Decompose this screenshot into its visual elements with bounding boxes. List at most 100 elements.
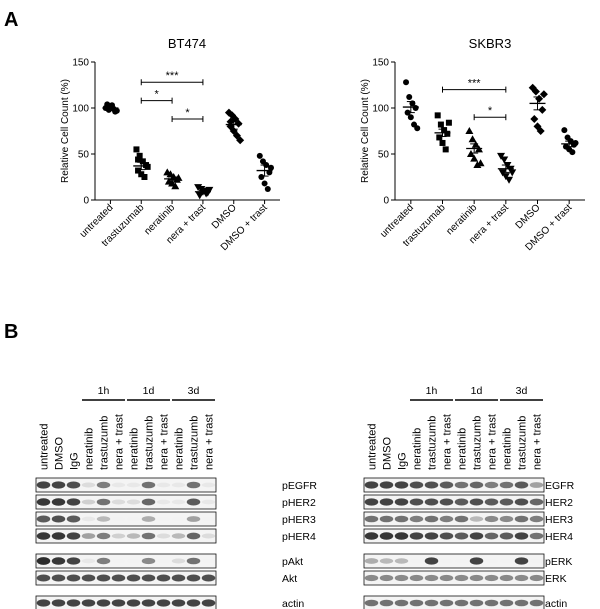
- panel-b-letter: B: [4, 321, 18, 343]
- blot-band: [66, 599, 81, 607]
- data-point: [497, 152, 506, 160]
- blot-band: [499, 558, 514, 564]
- blot-band: [364, 532, 379, 540]
- y-tick-label: 50: [78, 150, 90, 161]
- lane-label: neratinib: [174, 428, 186, 470]
- blot-strip: [363, 511, 545, 527]
- blot-band: [111, 499, 126, 505]
- lane-label: neratinib: [502, 428, 514, 470]
- blot-strip: [35, 477, 217, 493]
- blot-band: [66, 481, 81, 489]
- blot-band: [201, 516, 216, 522]
- data-point: [264, 185, 271, 192]
- significance-label: *: [155, 89, 160, 101]
- data-point: [476, 159, 485, 167]
- blot-band: [469, 498, 484, 506]
- blot-band: [186, 516, 201, 522]
- blot-band: [499, 481, 514, 489]
- lane-label: IgG: [397, 452, 409, 470]
- blot-band: [424, 557, 439, 565]
- blot-band: [141, 481, 156, 489]
- y-axis-label: Relative Cell Count (%): [60, 79, 71, 183]
- blot-band: [529, 558, 544, 564]
- blot-band: [409, 599, 424, 607]
- blot-row-label: pHER4: [282, 531, 316, 543]
- blot-band: [186, 532, 201, 540]
- blot-strip: [363, 494, 545, 510]
- blot-band: [51, 515, 66, 523]
- lane-label: untreated: [367, 424, 379, 470]
- blot-band: [36, 557, 51, 565]
- y-tick-label: 0: [383, 196, 389, 207]
- blot-band: [126, 516, 141, 522]
- lane-label: DMSO: [382, 437, 394, 470]
- blot-band: [454, 599, 469, 607]
- blot-band: [364, 599, 379, 607]
- blot-band: [171, 599, 186, 607]
- blot-band: [424, 498, 439, 506]
- blot-band: [514, 599, 529, 607]
- data-point: [445, 119, 452, 126]
- blot-band: [51, 599, 66, 607]
- blot-band: [66, 574, 81, 582]
- chart-title: SKBR3: [469, 36, 512, 51]
- blot-band: [111, 516, 126, 522]
- western-blot-left: untreated DMSO IgG neratinib trastuzumb nera …: [35, 385, 317, 609]
- data-point: [414, 125, 421, 132]
- blot-band: [141, 516, 156, 522]
- blot-band: [156, 574, 171, 582]
- blot-row-label: pHER3: [282, 514, 316, 526]
- blot-band: [186, 481, 201, 489]
- blot-band: [364, 515, 379, 523]
- blot-band: [469, 599, 484, 607]
- y-tick-label: 50: [378, 150, 390, 161]
- data-point: [501, 173, 510, 181]
- blot-band: [96, 574, 111, 582]
- blot-band: [394, 498, 409, 506]
- lane-label: IgG: [69, 452, 81, 470]
- blot-band: [379, 532, 394, 540]
- blot-band: [186, 557, 201, 565]
- blot-band: [111, 574, 126, 582]
- y-tick-label: 0: [83, 196, 89, 207]
- y-axis-label: Relative Cell Count (%): [360, 79, 371, 183]
- blot-band: [424, 481, 439, 489]
- blot-band: [499, 515, 514, 523]
- blot-band: [364, 558, 379, 564]
- blot-band: [439, 574, 454, 582]
- blot-band: [514, 532, 529, 540]
- blot-band: [484, 481, 499, 489]
- blot-band: [409, 532, 424, 540]
- blot-band: [96, 498, 111, 506]
- blot-band: [171, 499, 186, 505]
- blot-band: [81, 499, 96, 505]
- western-blot-right: untreated DMSO IgG neratinib trastuzumb nera …: [363, 385, 575, 609]
- y-tick-label: 150: [72, 58, 89, 69]
- blot-band: [156, 482, 171, 488]
- data-point: [144, 163, 151, 170]
- blot-band: [171, 558, 186, 564]
- data-point: [236, 136, 245, 145]
- blot-band: [36, 498, 51, 506]
- blot-strip: [35, 553, 217, 569]
- blot-strip: [363, 528, 545, 544]
- lane-label: trastuzumb: [189, 416, 201, 470]
- blot-band: [141, 532, 156, 540]
- blot-row-label: pAkt: [282, 556, 303, 568]
- blot-band: [201, 482, 216, 488]
- blot-band: [126, 599, 141, 607]
- blot-band: [201, 533, 216, 539]
- blot-band: [111, 558, 126, 564]
- blot-band: [484, 574, 499, 582]
- blot-band: [514, 574, 529, 582]
- blot-band: [66, 515, 81, 523]
- blot-band: [469, 557, 484, 565]
- blot-band: [156, 533, 171, 539]
- blot-band: [201, 599, 216, 607]
- data-point: [465, 127, 474, 134]
- blot-band: [529, 498, 544, 506]
- blot-band: [96, 599, 111, 607]
- significance-label: *: [488, 105, 493, 117]
- blot-band: [379, 498, 394, 506]
